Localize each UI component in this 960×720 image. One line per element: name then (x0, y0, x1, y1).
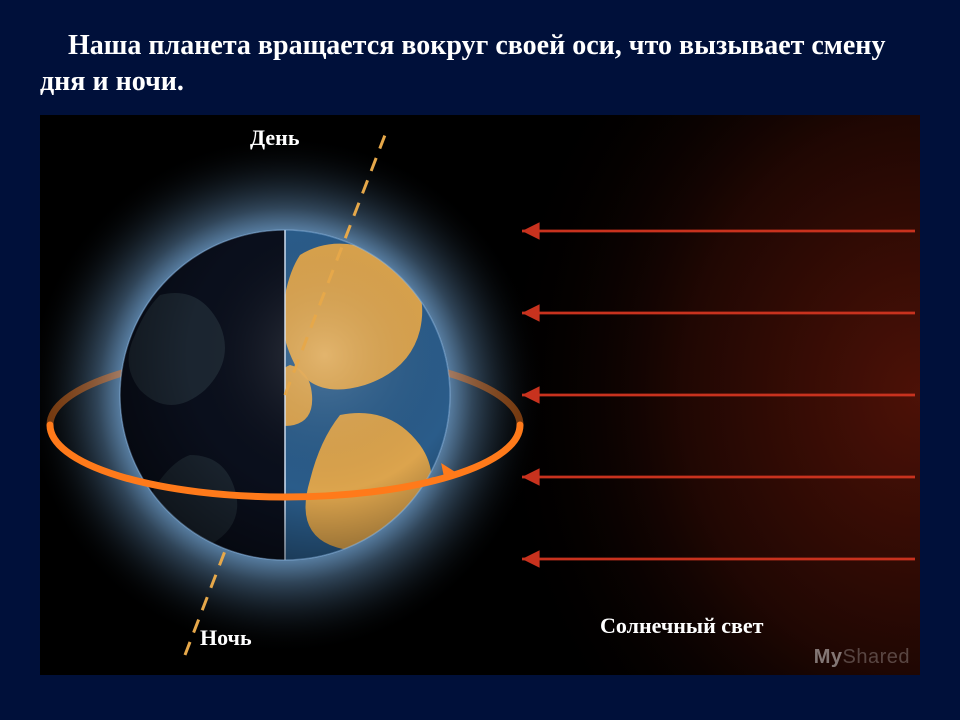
label-sunlight: Солнечный свет (600, 613, 764, 639)
label-night: Ночь (200, 625, 252, 651)
watermark-left: My (814, 646, 843, 668)
diagram-svg (40, 115, 920, 675)
earth-rotation-diagram: День Ночь Солнечный свет MyShared (40, 115, 920, 675)
watermark-right: Shared (843, 646, 911, 668)
watermark: MyShared (814, 646, 910, 669)
label-day: День (250, 125, 299, 151)
caption-text: Наша планета вращается вокруг своей оси,… (0, 0, 960, 111)
